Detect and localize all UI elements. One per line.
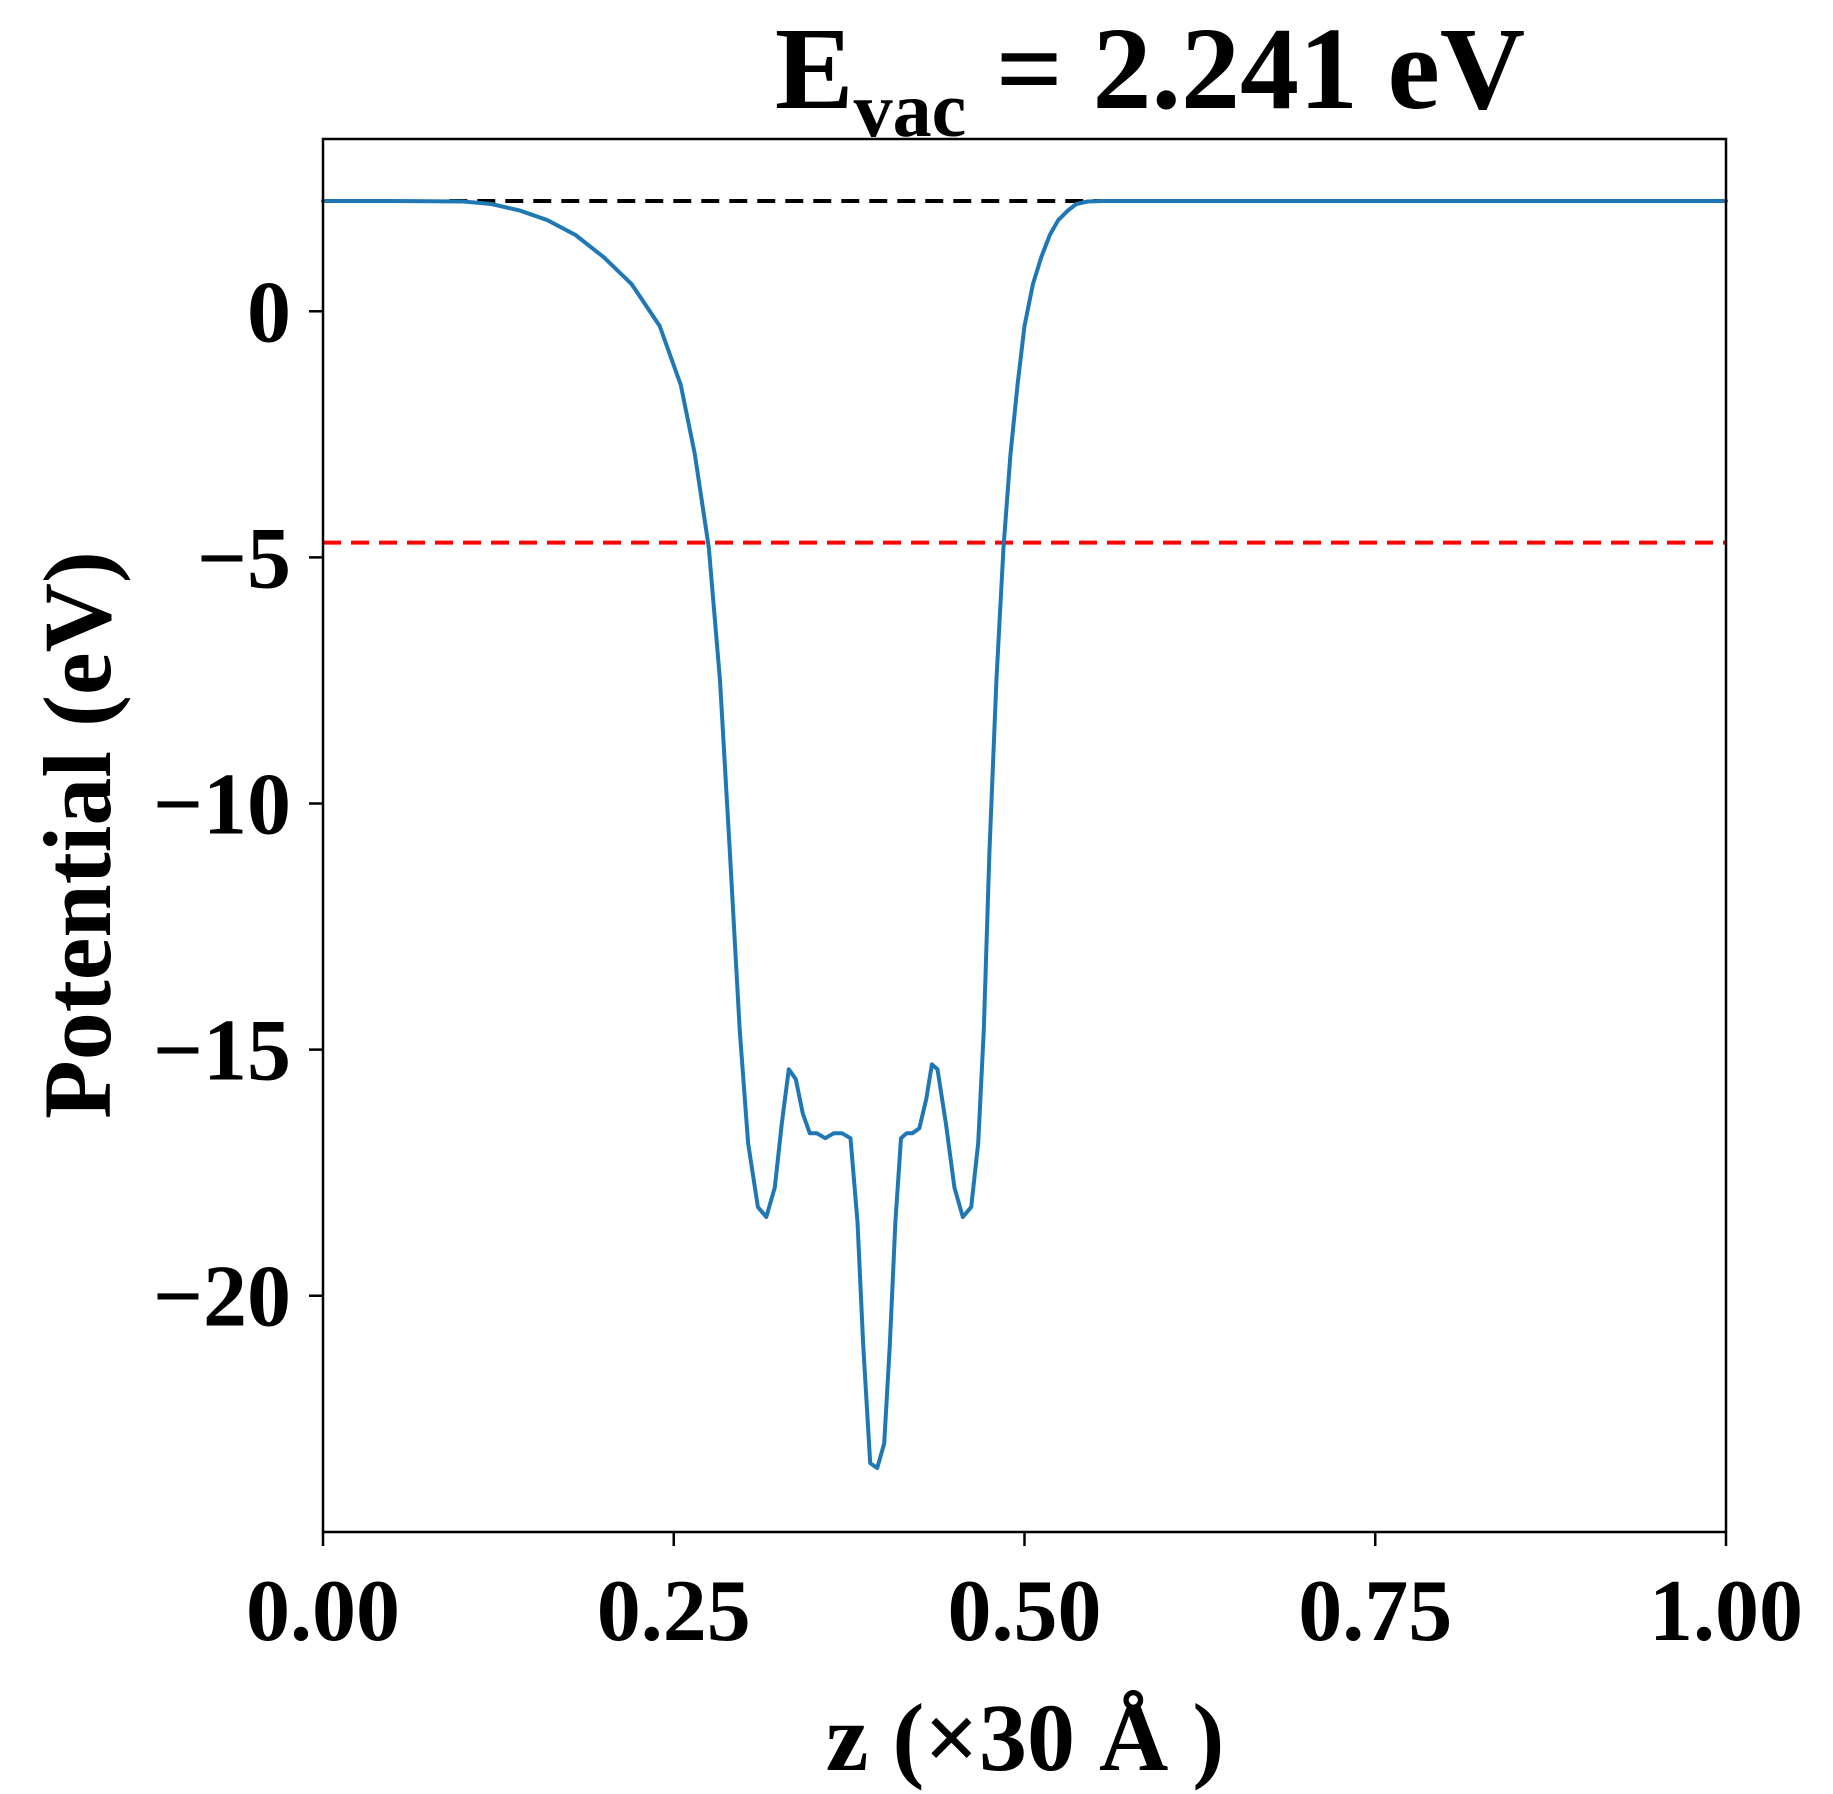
x-tick-label: 0.00 <box>246 1563 400 1660</box>
y-tick-label: −15 <box>153 1003 291 1100</box>
series-layer <box>321 199 1728 1470</box>
y-axis-label: Potential (eV) <box>24 551 131 1119</box>
title-main: E <box>775 3 854 134</box>
x-axis-label: z (×30 Å ) <box>826 1684 1225 1791</box>
y-tick-label: −20 <box>153 1249 291 1346</box>
y-tick-label: 0 <box>247 264 291 361</box>
x-tick-label: 1.00 <box>1649 1563 1803 1660</box>
x-tick-label: 0.25 <box>597 1563 751 1660</box>
series-line-0 <box>321 199 1728 1470</box>
y-tick-label: −5 <box>197 510 291 607</box>
x-tick-label: 0.75 <box>1298 1563 1452 1660</box>
y-axis-ticks: 0 −5 −10 −15 −20 <box>153 264 323 1346</box>
title-rest: = 2.241 eV <box>966 3 1525 134</box>
y-tick-label: −10 <box>153 757 291 854</box>
x-axis-ticks: 0.00 0.25 0.50 0.75 1.00 <box>246 1532 1803 1660</box>
chart-title: Evac = 2.241 eV <box>775 3 1525 153</box>
x-tick-label: 0.50 <box>948 1563 1102 1660</box>
